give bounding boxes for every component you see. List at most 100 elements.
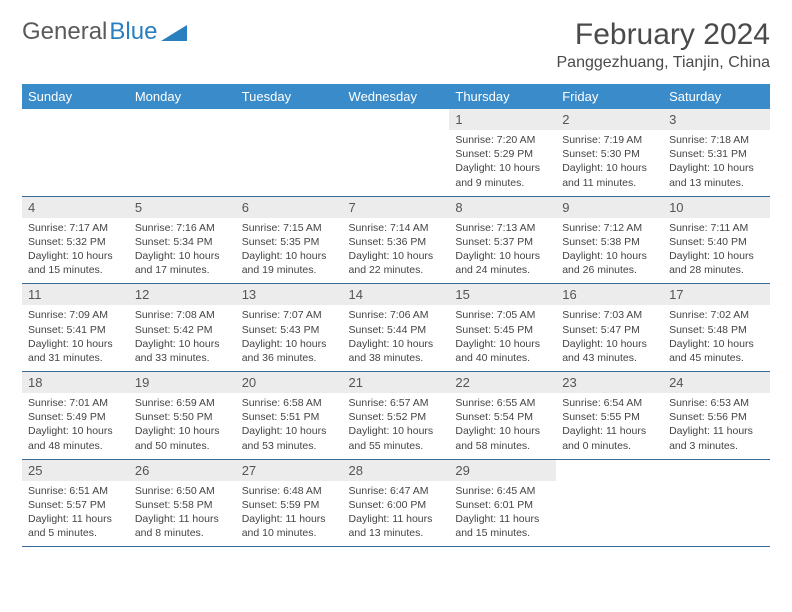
sunrise-text: Sunrise: 6:50 AM	[135, 484, 230, 498]
sunrise-text: Sunrise: 6:55 AM	[455, 396, 550, 410]
day-number-cell: 20	[236, 372, 343, 394]
day-number-cell: 14	[343, 284, 450, 306]
sunrise-text: Sunrise: 6:58 AM	[242, 396, 337, 410]
sunset-text: Sunset: 5:49 PM	[28, 410, 123, 424]
day-detail-cell	[556, 481, 663, 547]
day-detail-cell: Sunrise: 7:11 AMSunset: 5:40 PMDaylight:…	[663, 218, 770, 284]
day-number-row: 18192021222324	[22, 372, 770, 394]
day-header: Saturday	[663, 84, 770, 109]
day-detail-cell: Sunrise: 7:14 AMSunset: 5:36 PMDaylight:…	[343, 218, 450, 284]
logo-text-2: Blue	[109, 18, 157, 46]
sunset-text: Sunset: 5:43 PM	[242, 323, 337, 337]
sunset-text: Sunset: 5:54 PM	[455, 410, 550, 424]
day-detail-cell: Sunrise: 6:55 AMSunset: 5:54 PMDaylight:…	[449, 393, 556, 459]
day-detail-cell: Sunrise: 7:18 AMSunset: 5:31 PMDaylight:…	[663, 130, 770, 196]
logo: GeneralBlue	[22, 18, 187, 46]
daylight-text: Daylight: 10 hours and 48 minutes.	[28, 424, 123, 452]
day-detail-cell: Sunrise: 7:05 AMSunset: 5:45 PMDaylight:…	[449, 305, 556, 371]
sunset-text: Sunset: 5:55 PM	[562, 410, 657, 424]
calendar-table: Sunday Monday Tuesday Wednesday Thursday…	[22, 84, 770, 547]
sunset-text: Sunset: 6:00 PM	[349, 498, 444, 512]
daylight-text: Daylight: 10 hours and 38 minutes.	[349, 337, 444, 365]
day-number-cell	[236, 109, 343, 130]
day-detail-cell: Sunrise: 6:57 AMSunset: 5:52 PMDaylight:…	[343, 393, 450, 459]
daylight-text: Daylight: 11 hours and 3 minutes.	[669, 424, 764, 452]
sunset-text: Sunset: 5:35 PM	[242, 235, 337, 249]
daylight-text: Daylight: 10 hours and 24 minutes.	[455, 249, 550, 277]
day-number-cell: 16	[556, 284, 663, 306]
day-number-cell: 15	[449, 284, 556, 306]
sunrise-text: Sunrise: 7:13 AM	[455, 221, 550, 235]
day-number-cell: 27	[236, 459, 343, 481]
day-detail-cell	[129, 130, 236, 196]
day-detail-cell: Sunrise: 6:54 AMSunset: 5:55 PMDaylight:…	[556, 393, 663, 459]
sunset-text: Sunset: 5:52 PM	[349, 410, 444, 424]
sunset-text: Sunset: 5:51 PM	[242, 410, 337, 424]
day-detail-row: Sunrise: 7:20 AMSunset: 5:29 PMDaylight:…	[22, 130, 770, 196]
sunrise-text: Sunrise: 7:16 AM	[135, 221, 230, 235]
day-detail-cell: Sunrise: 6:50 AMSunset: 5:58 PMDaylight:…	[129, 481, 236, 547]
daylight-text: Daylight: 10 hours and 26 minutes.	[562, 249, 657, 277]
day-header: Wednesday	[343, 84, 450, 109]
day-number-cell: 5	[129, 196, 236, 218]
day-number-row: 123	[22, 109, 770, 130]
daylight-text: Daylight: 10 hours and 31 minutes.	[28, 337, 123, 365]
day-detail-cell: Sunrise: 6:58 AMSunset: 5:51 PMDaylight:…	[236, 393, 343, 459]
sunset-text: Sunset: 5:50 PM	[135, 410, 230, 424]
daylight-text: Daylight: 11 hours and 10 minutes.	[242, 512, 337, 540]
day-number-cell: 12	[129, 284, 236, 306]
day-header: Friday	[556, 84, 663, 109]
sunrise-text: Sunrise: 7:09 AM	[28, 308, 123, 322]
day-detail-cell: Sunrise: 7:01 AMSunset: 5:49 PMDaylight:…	[22, 393, 129, 459]
sunrise-text: Sunrise: 6:53 AM	[669, 396, 764, 410]
day-number-cell: 1	[449, 109, 556, 130]
daylight-text: Daylight: 10 hours and 9 minutes.	[455, 161, 550, 189]
daylight-text: Daylight: 10 hours and 33 minutes.	[135, 337, 230, 365]
day-number-row: 2526272829	[22, 459, 770, 481]
sunrise-text: Sunrise: 6:51 AM	[28, 484, 123, 498]
day-header-row: Sunday Monday Tuesday Wednesday Thursday…	[22, 84, 770, 109]
sunrise-text: Sunrise: 7:18 AM	[669, 133, 764, 147]
daylight-text: Daylight: 10 hours and 58 minutes.	[455, 424, 550, 452]
day-detail-cell	[22, 130, 129, 196]
sunrise-text: Sunrise: 7:06 AM	[349, 308, 444, 322]
daylight-text: Daylight: 10 hours and 22 minutes.	[349, 249, 444, 277]
daylight-text: Daylight: 10 hours and 40 minutes.	[455, 337, 550, 365]
sunrise-text: Sunrise: 6:54 AM	[562, 396, 657, 410]
daylight-text: Daylight: 10 hours and 55 minutes.	[349, 424, 444, 452]
sunrise-text: Sunrise: 7:11 AM	[669, 221, 764, 235]
day-number-cell: 18	[22, 372, 129, 394]
day-detail-cell: Sunrise: 6:53 AMSunset: 5:56 PMDaylight:…	[663, 393, 770, 459]
sunset-text: Sunset: 5:47 PM	[562, 323, 657, 337]
day-detail-cell: Sunrise: 7:06 AMSunset: 5:44 PMDaylight:…	[343, 305, 450, 371]
day-detail-cell: Sunrise: 6:45 AMSunset: 6:01 PMDaylight:…	[449, 481, 556, 547]
day-number-cell: 25	[22, 459, 129, 481]
sunrise-text: Sunrise: 7:02 AM	[669, 308, 764, 322]
day-number-cell	[129, 109, 236, 130]
daylight-text: Daylight: 10 hours and 19 minutes.	[242, 249, 337, 277]
day-detail-cell: Sunrise: 7:17 AMSunset: 5:32 PMDaylight:…	[22, 218, 129, 284]
sunset-text: Sunset: 5:41 PM	[28, 323, 123, 337]
day-number-cell: 22	[449, 372, 556, 394]
daylight-text: Daylight: 11 hours and 15 minutes.	[455, 512, 550, 540]
day-number-cell: 17	[663, 284, 770, 306]
day-detail-cell: Sunrise: 7:03 AMSunset: 5:47 PMDaylight:…	[556, 305, 663, 371]
day-number-cell: 11	[22, 284, 129, 306]
day-number-cell	[663, 459, 770, 481]
sunrise-text: Sunrise: 6:59 AM	[135, 396, 230, 410]
sunrise-text: Sunrise: 6:45 AM	[455, 484, 550, 498]
day-number-row: 11121314151617	[22, 284, 770, 306]
daylight-text: Daylight: 10 hours and 43 minutes.	[562, 337, 657, 365]
day-detail-cell: Sunrise: 7:13 AMSunset: 5:37 PMDaylight:…	[449, 218, 556, 284]
sunset-text: Sunset: 5:37 PM	[455, 235, 550, 249]
day-detail-cell: Sunrise: 7:19 AMSunset: 5:30 PMDaylight:…	[556, 130, 663, 196]
daylight-text: Daylight: 10 hours and 45 minutes.	[669, 337, 764, 365]
day-detail-cell: Sunrise: 7:12 AMSunset: 5:38 PMDaylight:…	[556, 218, 663, 284]
day-detail-cell: Sunrise: 6:47 AMSunset: 6:00 PMDaylight:…	[343, 481, 450, 547]
day-number-cell: 8	[449, 196, 556, 218]
sunset-text: Sunset: 5:57 PM	[28, 498, 123, 512]
sunset-text: Sunset: 5:45 PM	[455, 323, 550, 337]
daylight-text: Daylight: 11 hours and 5 minutes.	[28, 512, 123, 540]
sunset-text: Sunset: 5:59 PM	[242, 498, 337, 512]
day-detail-cell: Sunrise: 6:48 AMSunset: 5:59 PMDaylight:…	[236, 481, 343, 547]
